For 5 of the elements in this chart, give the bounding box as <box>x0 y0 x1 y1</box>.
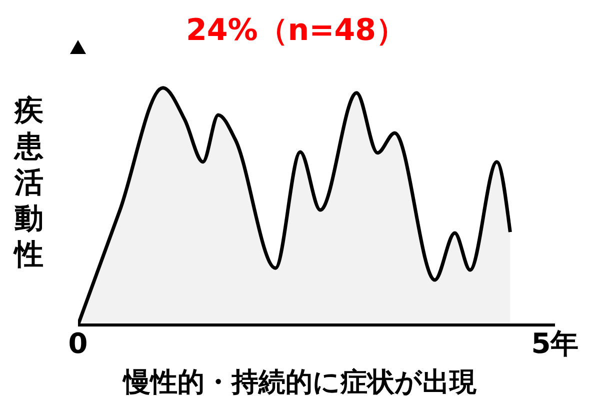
chart-title: 24%（n=48） <box>184 12 408 50</box>
y-axis-title: 疾患活動性 <box>12 92 44 272</box>
x-tick-label: 5年 <box>531 326 579 360</box>
x-axis-title: 慢性的・持続的に症状が出現 <box>121 366 478 400</box>
x-tick-label: 0 <box>68 326 88 360</box>
